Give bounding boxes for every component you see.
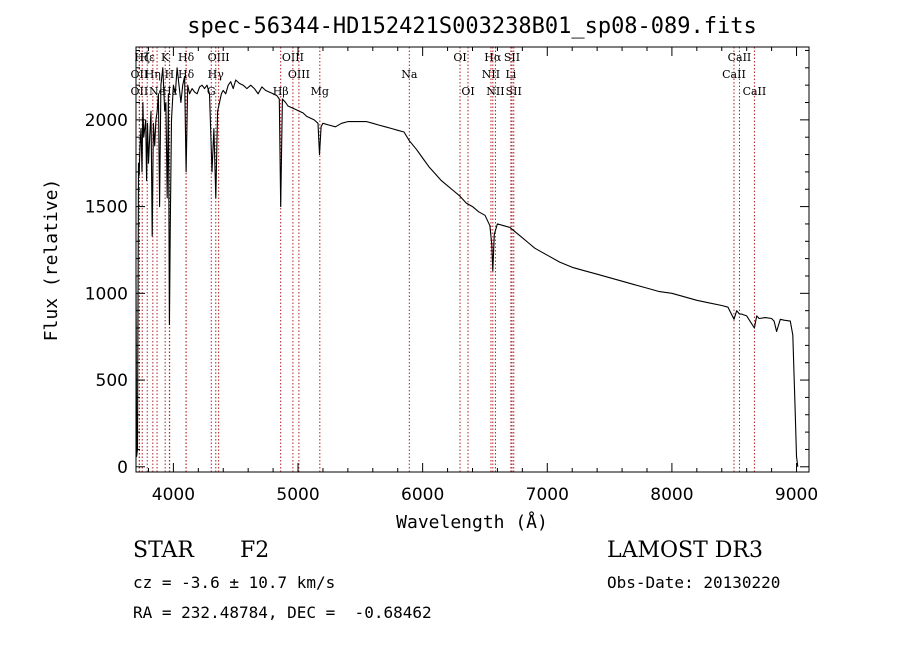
line-marker-label: OIII <box>282 51 304 64</box>
line-marker-label: Hα <box>484 51 502 64</box>
line-marker-label: OI <box>453 51 466 64</box>
line-marker-label: NII <box>482 68 500 81</box>
observation-date: Obs-Date: 20130220 <box>607 573 781 592</box>
line-marker-label: Hζ <box>134 51 150 64</box>
plot-frame <box>135 46 810 473</box>
x-tick-label: 8000 <box>650 485 693 505</box>
redshift-readout: cz = -3.6 ± 10.7 km/s <box>133 573 336 592</box>
x-axis: 4000 5000 6000 7000 8000 9000 <box>147 47 818 505</box>
y-tick-label: 500 <box>96 371 128 391</box>
line-marker-label: Hβ <box>273 85 289 98</box>
line-marker-label: Mg <box>311 85 329 98</box>
y-tick-label: 1000 <box>85 284 128 304</box>
line-marker-label: K <box>161 51 170 64</box>
x-axis-label: Wavelength (Å) <box>396 511 548 533</box>
line-marker-label: Hδ <box>178 68 195 81</box>
y-tick-label: 0 <box>117 458 128 478</box>
line-marker-label: CaII <box>743 85 767 98</box>
x-tick-label: 9000 <box>775 485 818 505</box>
line-marker-label: OI <box>461 85 474 98</box>
flux-series-line <box>135 67 799 467</box>
line-marker-label: Li <box>505 68 516 81</box>
survey-name: LAMOST DR3 <box>607 538 763 563</box>
line-marker-label: SII <box>504 51 520 64</box>
y-tick-label: 1500 <box>85 198 128 218</box>
y-tick-label: 2000 <box>85 111 128 131</box>
line-marker-label: H <box>165 68 175 81</box>
line-marker-label: OIII <box>208 51 230 64</box>
line-marker-label: G <box>207 85 216 98</box>
line-marker-label: CaII <box>722 68 746 81</box>
x-tick-label: 4000 <box>152 485 195 505</box>
x-tick-label: 6000 <box>401 485 444 505</box>
line-marker-label: OII <box>131 68 149 81</box>
coordinates: RA = 232.48784, DEC = -0.68462 <box>133 603 432 622</box>
x-tick-label: 7000 <box>526 485 569 505</box>
x-tick-label: 5000 <box>276 485 319 505</box>
line-marker-label: Na <box>401 68 418 81</box>
line-marker-label: CaII <box>728 51 752 64</box>
y-axis-label: Flux (relative) <box>41 179 62 342</box>
line-marker-label: Hε <box>140 51 156 64</box>
line-marker-label: OII <box>131 85 149 98</box>
line-marker-label: Hγ <box>208 68 225 81</box>
line-markers <box>138 47 755 472</box>
chart-title: spec-56344-HD152421S003238B01_sp08-089.f… <box>187 14 757 39</box>
y-axis: 0 500 1000 1500 2000 <box>85 49 809 478</box>
line-marker-label: OIII <box>288 68 310 81</box>
object-subclass: F2 <box>240 538 270 563</box>
line-marker-label: NII <box>486 85 504 98</box>
line-marker-label: Hη <box>145 68 161 81</box>
object-class: STAR <box>133 538 194 563</box>
line-marker-label: SII <box>506 85 522 98</box>
line-marker-label: Hδ <box>178 51 195 64</box>
